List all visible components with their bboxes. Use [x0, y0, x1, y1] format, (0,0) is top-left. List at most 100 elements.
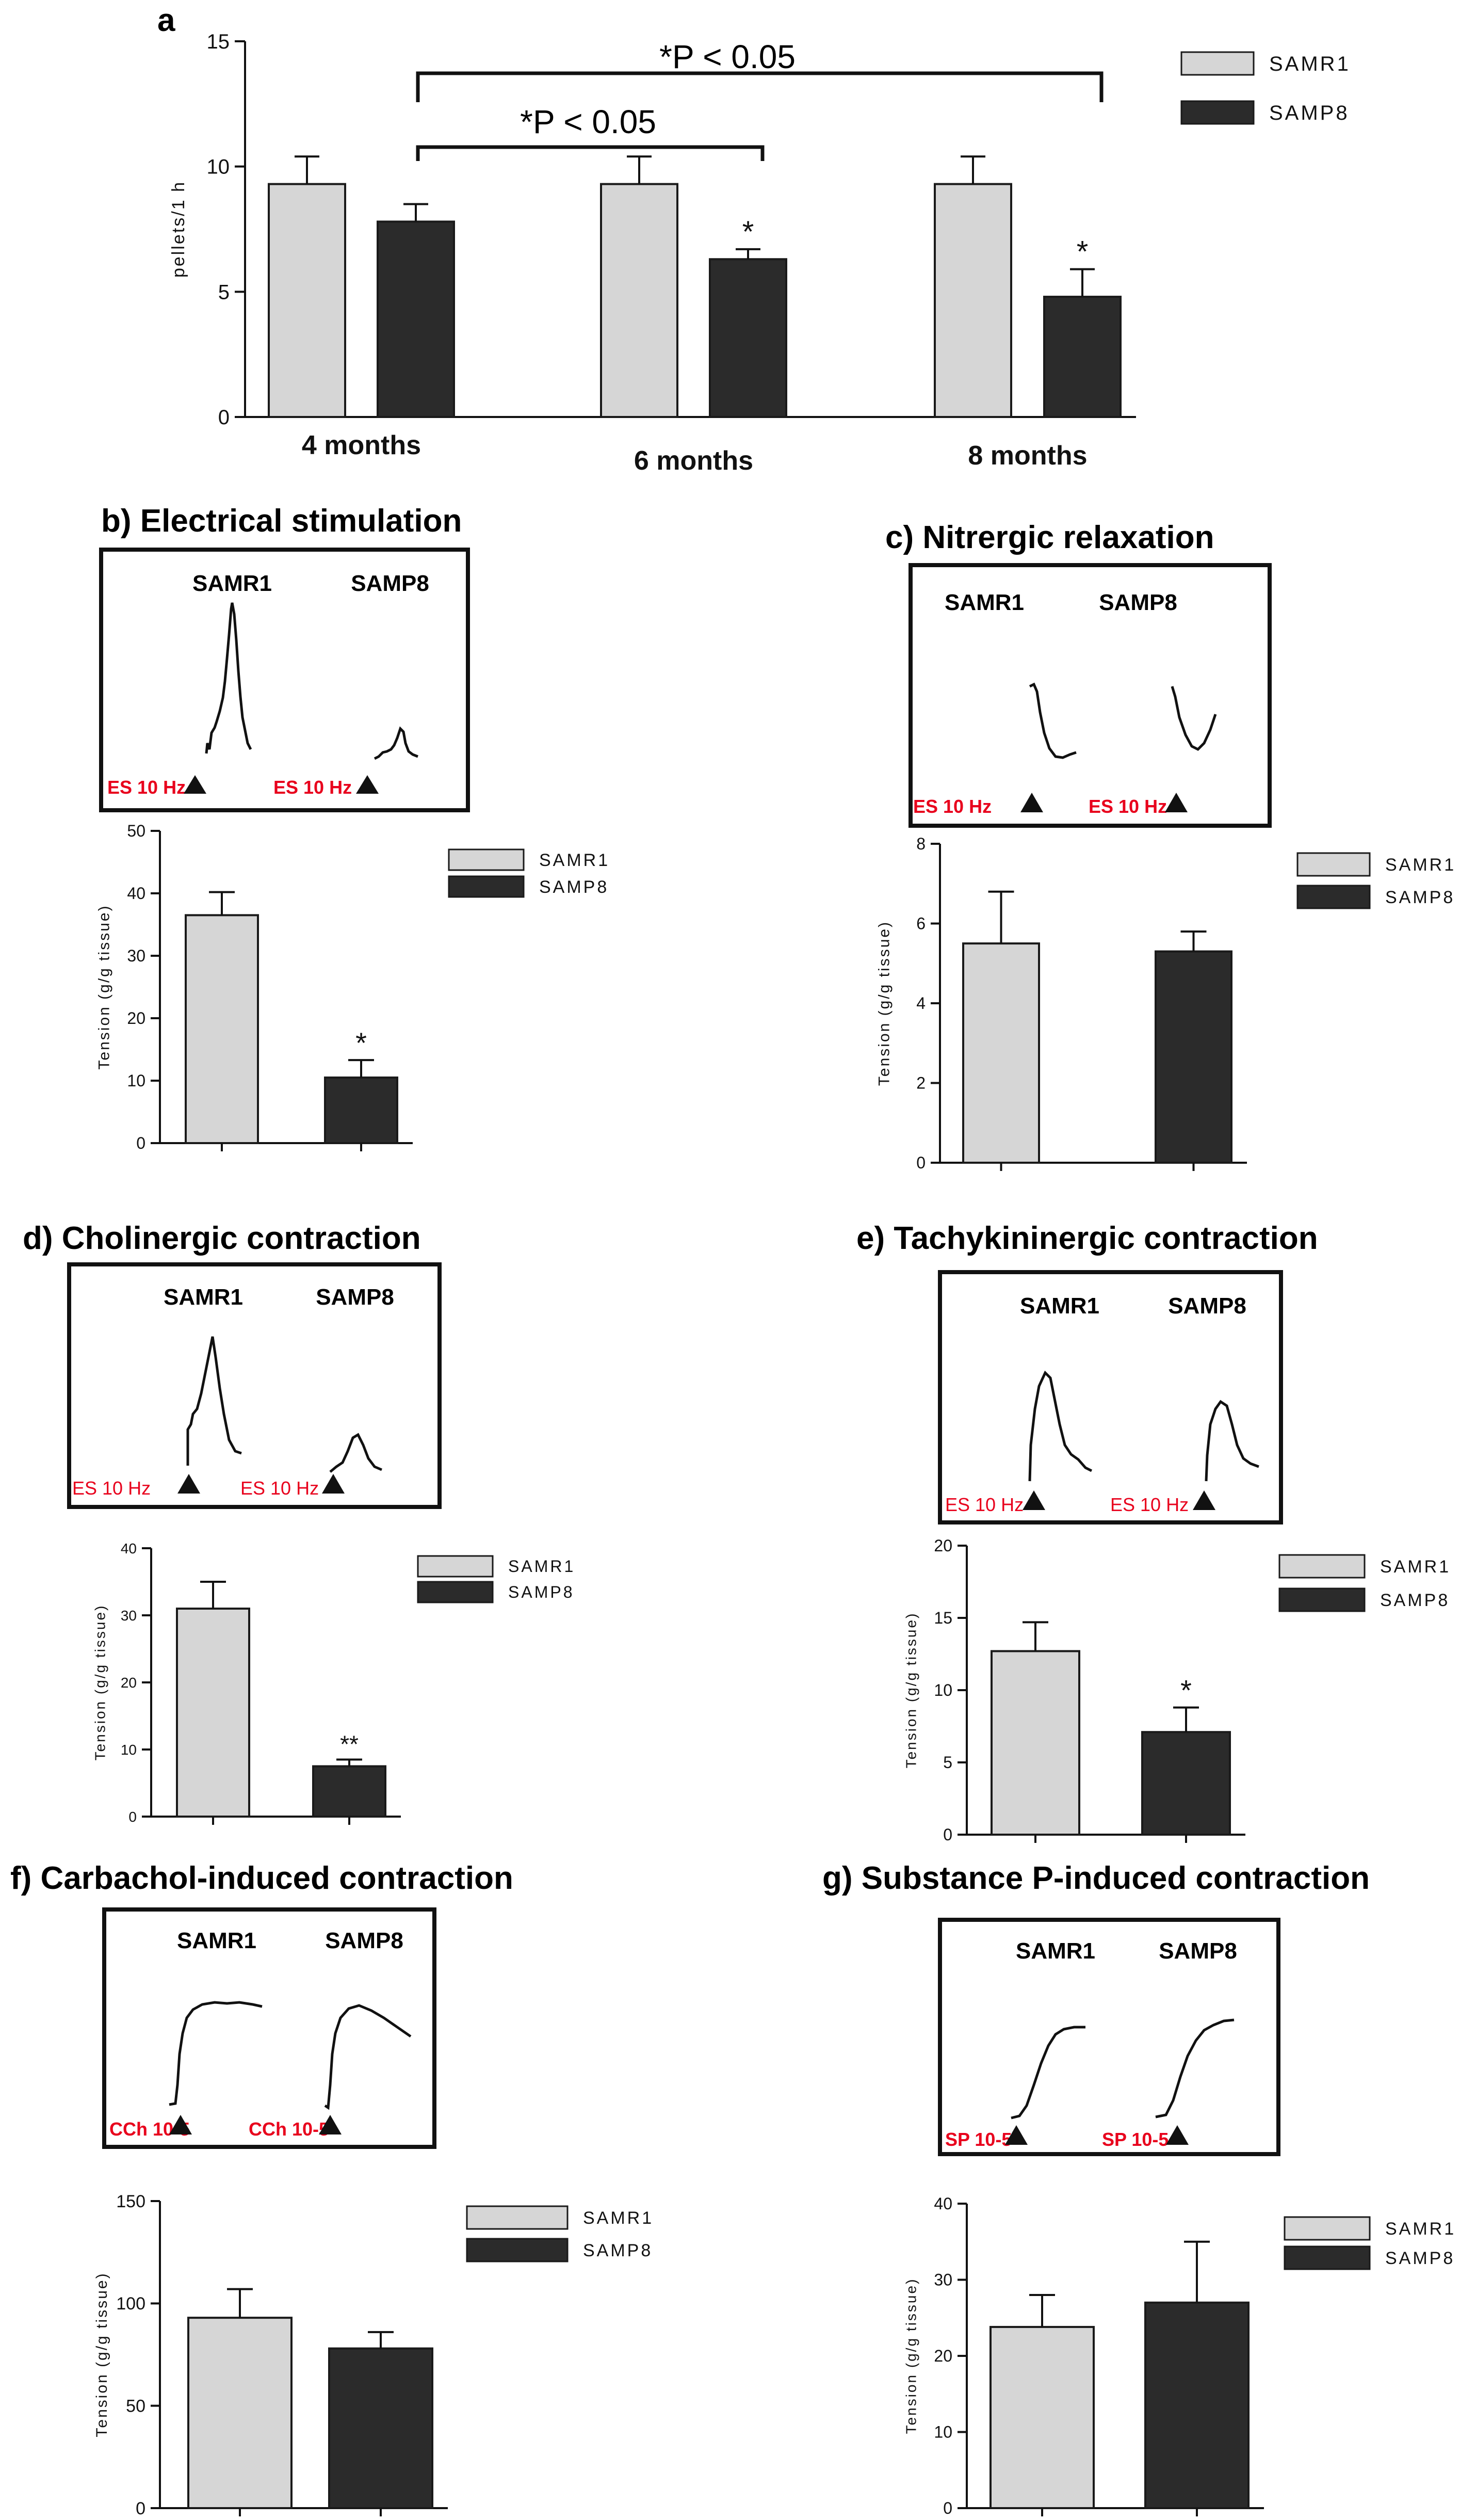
- legend-label-samp8: SAMP8: [508, 1583, 574, 1601]
- panel-e-stim-label-samr1: ES 10 Hz: [945, 1494, 1024, 1515]
- panel-e-trace-box: [938, 1270, 1283, 1524]
- panel-d-stim-label-samr1: ES 10 Hz: [72, 1478, 151, 1499]
- panel-a-bar-chart: 0 5 10 15 pellets/1 h 4 months * 6 months * 8 mon…: [169, 30, 1349, 476]
- panel-d-stim-label-samp8: ES 10 Hz: [240, 1478, 319, 1499]
- panel-g: g) Substance P-induced contraction SAMR1…: [822, 1860, 1456, 2517]
- y-tick-label: 6: [916, 914, 926, 933]
- bar-samr1: [176, 1608, 250, 1818]
- legend-swatch-samr1: [466, 2205, 569, 2230]
- y-tick-label: 10: [934, 2423, 952, 2442]
- y-tick-label: 30: [934, 2271, 952, 2289]
- panel-d-title: d) Cholinergic contraction: [23, 1221, 421, 1256]
- panel-f-arrow-up-icon-samp8: [319, 2115, 342, 2134]
- significance-bracket-top: [416, 71, 1104, 102]
- legend-label-samr1: SAMR1: [508, 1557, 575, 1576]
- panel-b-trace-samp8: [374, 726, 418, 760]
- legend-label-samr1: SAMR1: [1385, 855, 1456, 875]
- legend-swatch-samp8: [1180, 100, 1255, 125]
- panel-d-arrow-up-icon-samp8: [322, 1474, 345, 1494]
- legend-label-samp8: SAMP8: [1385, 888, 1455, 907]
- panel-f-trace-samr1: [169, 2001, 263, 2106]
- panel-d-bar-chart: 0 10 20 30 40 Tension (g/g tissue) ** SAMR1 SAMP…: [92, 1540, 575, 1825]
- panel-g-trace-label-samr1: SAMR1: [1016, 1938, 1095, 1964]
- y-tick-label: 0: [136, 2499, 145, 2518]
- significance-label-top: *P < 0.05: [659, 38, 796, 75]
- y-axis-label: Tension (g/g tissue): [96, 904, 113, 1069]
- panel-e: e) Tachykininergic contraction SAMR1 SAM…: [856, 1221, 1449, 1844]
- legend-label-samp8: SAMP8: [1385, 2249, 1455, 2268]
- panel-e-title: e) Tachykininergic contraction: [856, 1221, 1318, 1256]
- y-tick-label: 4: [916, 994, 926, 1013]
- y-tick-label: 40: [127, 884, 145, 903]
- y-axis-label: Tension (g/g tissue): [903, 2278, 919, 2434]
- legend-label-samp8: SAMP8: [539, 877, 609, 897]
- significance-marker: **: [340, 1731, 359, 1758]
- panel-a-letter: a: [157, 3, 175, 38]
- panel-e-trace-samr1: [1028, 1370, 1093, 1482]
- panel-d-trace-box: [67, 1262, 442, 1509]
- panel-e-stim-label-samp8: ES 10 Hz: [1110, 1494, 1189, 1515]
- significance-bracket-bottom: [416, 145, 765, 161]
- bar-samr1: [934, 183, 1012, 418]
- y-axis-label: pellets/1 h: [169, 181, 188, 278]
- panel-c-trace-samp8: [1171, 686, 1217, 751]
- panel-g-trace-samr1: [1011, 2026, 1085, 2120]
- panel-e-trace-label-samp8: SAMP8: [1168, 1293, 1246, 1319]
- panel-f-trace-label-samr1: SAMR1: [177, 1928, 256, 1953]
- panel-d-trace-label-samp8: SAMP8: [316, 1285, 394, 1310]
- legend-swatch-samp8: [1278, 1587, 1366, 1612]
- bar-samr1: [268, 183, 346, 418]
- y-tick-label: 8: [916, 834, 926, 853]
- panel-c-trace-label-samr1: SAMR1: [945, 590, 1024, 615]
- bar-samp8: [324, 1076, 398, 1144]
- legend-label-samr1: SAMR1: [583, 2208, 654, 2228]
- panel-b-bar-chart: 0 10 20 30 40 50 Tension (g/g tissue) * SAMR1 SAM…: [96, 822, 610, 1152]
- y-tick-label: 0: [128, 1809, 137, 1825]
- panel-d-trace-samr1: [186, 1336, 242, 1466]
- panel-c-stim-label-samr1: ES 10 Hz: [913, 796, 992, 817]
- bar-samr1: [962, 942, 1040, 1164]
- legend-label-samr1: SAMR1: [1385, 2219, 1456, 2239]
- significance-marker: *: [1077, 235, 1089, 269]
- bar-samp8: [1144, 2301, 1250, 2509]
- y-tick-label: 5: [943, 1753, 952, 1772]
- y-tick-label: 100: [116, 2294, 145, 2314]
- panel-g-title: g) Substance P-induced contraction: [822, 1860, 1370, 1896]
- legend-swatch-samr1: [448, 848, 525, 871]
- bar-samr1: [187, 2317, 293, 2510]
- legend-swatch-samp8: [1284, 2245, 1371, 2270]
- category-label: 6 months: [634, 446, 753, 476]
- y-tick-label: 0: [916, 1153, 926, 1172]
- panel-g-stim-label-samp8: SP 10-5: [1102, 2129, 1169, 2150]
- legend-label-samp8: SAMP8: [583, 2241, 653, 2260]
- significance-marker: *: [742, 215, 754, 249]
- y-tick-label: 10: [127, 1071, 145, 1090]
- panel-f-arrow-up-icon-samr1: [169, 2115, 192, 2134]
- y-tick-label: 30: [121, 1608, 137, 1624]
- panel-f-bar-chart: 0 50 100 150 Tension (g/g tissue) SAMR1 SAMP8: [93, 2192, 654, 2518]
- panel-b-trace-samr1: [205, 602, 252, 754]
- panel-b-arrow-up-icon-samp8: [356, 775, 379, 794]
- y-tick-label: 20: [127, 1009, 145, 1028]
- panel-b-trace-label-samr1: SAMR1: [192, 571, 272, 596]
- panel-b-arrow-up-icon-samr1: [184, 775, 206, 794]
- panel-g-trace-label-samp8: SAMP8: [1159, 1938, 1237, 1964]
- bar-samr1: [600, 183, 678, 418]
- category-label: 4 months: [302, 430, 421, 460]
- panel-c-trace-label-samp8: SAMP8: [1099, 590, 1177, 615]
- panel-c-arrow-up-icon-samr1: [1020, 793, 1043, 812]
- panel-c: c) Nitrergic relaxation SAMR1 SAMP8 ES 1…: [876, 520, 1456, 1172]
- y-tick-label: 15: [207, 30, 230, 53]
- y-tick-label: 0: [136, 1134, 145, 1152]
- panel-g-arrow-up-icon-samr1: [1005, 2125, 1028, 2145]
- panel-a: a *P < 0.05 *P < 0.05 0 5 10 15 pellets/1 h 4…: [157, 3, 1349, 476]
- y-tick-label: 2: [916, 1074, 926, 1093]
- legend-label-samr1: SAMR1: [539, 850, 610, 870]
- bar-samp8: [377, 220, 455, 418]
- panel-d-trace-label-samr1: SAMR1: [164, 1285, 243, 1310]
- panel-g-trace-box: [938, 1918, 1280, 2156]
- y-tick-label: 10: [121, 1742, 137, 1758]
- panel-f: f) Carbachol-induced contraction SAMR1 S…: [10, 1860, 654, 2518]
- panel-b-title: b) Electrical stimulation: [101, 503, 462, 539]
- panel-e-trace-samp8: [1205, 1400, 1259, 1482]
